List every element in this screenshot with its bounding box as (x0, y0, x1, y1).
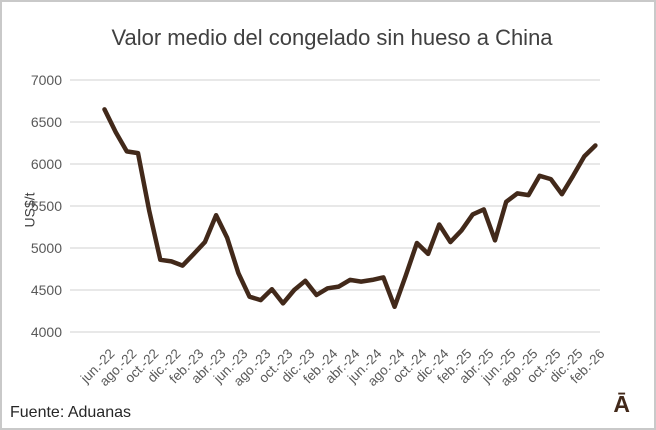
logo-mark: Ā (613, 391, 630, 417)
y-tick-label: 4000 (30, 324, 62, 340)
chart-title: Valor medio del congelado sin hueso a Ch… (111, 25, 553, 50)
source-note: Fuente: Aduanas (10, 404, 131, 421)
y-tick-label: 6500 (30, 114, 62, 130)
chart-line (102, 107, 598, 310)
y-tick-label: 5500 (30, 198, 62, 214)
y-tick-label: 4500 (30, 282, 62, 298)
y-tick-label: 6000 (30, 156, 62, 172)
y-tick-label: 7000 (30, 72, 62, 88)
y-tick-label: 5000 (30, 240, 62, 256)
